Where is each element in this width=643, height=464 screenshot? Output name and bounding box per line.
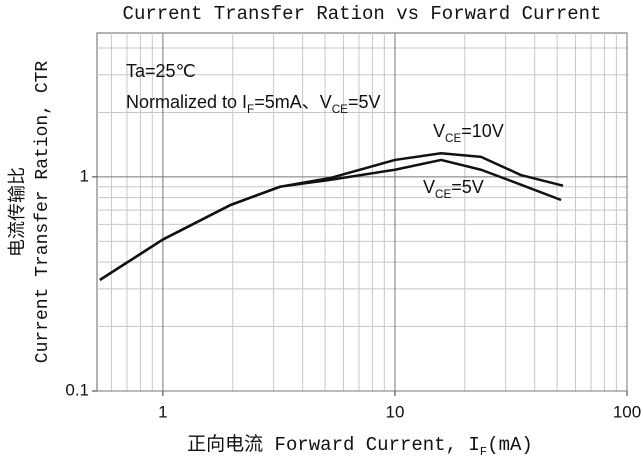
x-axis-label-part: 正向电流 Forward Current, I	[187, 433, 480, 456]
x-tick-label: 1	[158, 402, 167, 421]
x-axis-label: 正向电流 Forward Current, IF(mA)	[187, 433, 533, 459]
chart-title: Current Transfer Ration vs Forward Curre…	[123, 3, 602, 25]
annotation-part: =5V	[348, 92, 381, 112]
annotation-part: Ta=25℃	[126, 61, 196, 81]
annotation-part: CE	[332, 103, 348, 116]
y-tick-label: 1	[80, 166, 89, 185]
series-label-part: V	[433, 121, 445, 141]
x-axis-label-part: F	[480, 445, 487, 459]
plot-area	[96, 32, 628, 392]
y-axis-label: Current Transfer Ration, CTR	[33, 61, 53, 364]
annotation-part: Normalized to I	[126, 92, 247, 112]
series-label-part: CE	[445, 132, 461, 145]
x-tick-label: 100	[613, 402, 641, 421]
annotation-part: F	[247, 103, 254, 116]
annotation-part: =5mA、V	[254, 92, 332, 112]
series-line	[99, 158, 562, 282]
x-tick-label: 10	[385, 402, 404, 421]
series-label-part: CE	[435, 188, 451, 201]
series-label-part: V	[423, 177, 435, 197]
y-tick-label: 0.1	[65, 380, 89, 399]
y-axis-label: 电流传输比	[7, 167, 29, 257]
series-label: VCE=10V	[433, 121, 504, 145]
annotation: Normalized to IF=5mA、VCE=5V	[126, 92, 381, 116]
series-label: VCE=5V	[423, 177, 484, 201]
series-label-part: =5V	[451, 177, 484, 197]
x-axis-label-part: (mA)	[487, 434, 533, 456]
annotation: Ta=25℃	[126, 61, 196, 81]
series-label-part: =10V	[461, 121, 504, 141]
